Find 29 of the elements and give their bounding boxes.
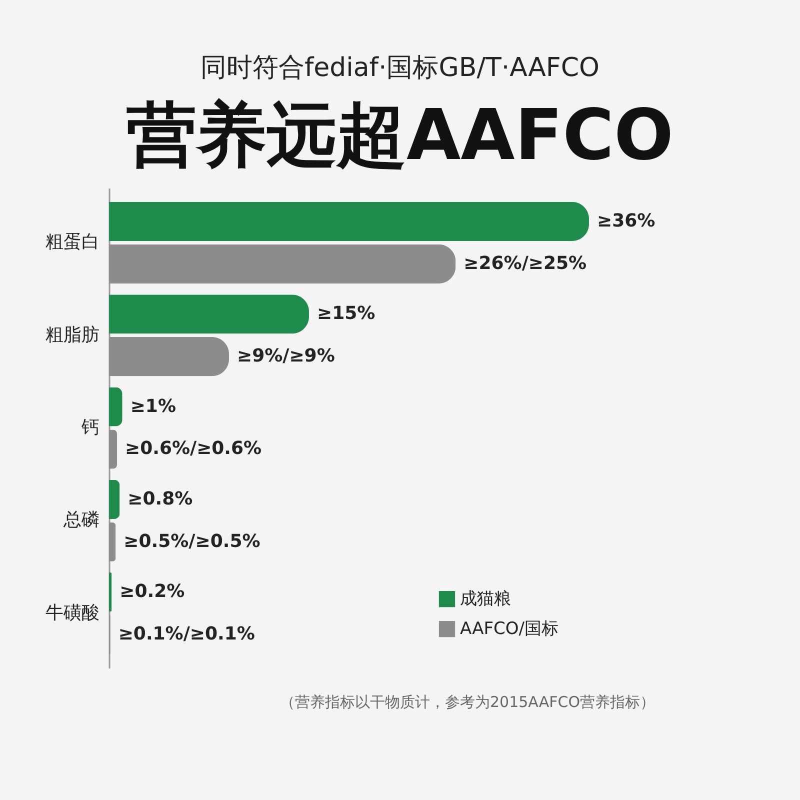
chart-title: 营养远超AAFCO [125, 93, 675, 178]
bar [109, 202, 589, 241]
bar [109, 430, 117, 469]
bar [109, 480, 120, 519]
bar [109, 244, 456, 284]
bar [109, 572, 112, 612]
bar [109, 294, 309, 334]
bar [109, 522, 116, 562]
y-tick-label: 牛磺酸 [46, 602, 100, 624]
chart-subtitle: 同时符合fediaf·国标GB/T·AAFCO [200, 52, 600, 85]
y-tick-label: 钙 [80, 417, 100, 438]
data-label: ≥0.5%/≥0.5% [124, 530, 260, 552]
text: （营养指标以干物质计，参考为2015AAFCO营养指标） [280, 693, 656, 712]
data-label: ≥0.8% [128, 488, 193, 510]
y-tick-label: 总磷 [62, 510, 100, 531]
data-label: ≥0.6%/≥0.6% [125, 438, 262, 460]
bar [109, 337, 229, 376]
bar [109, 387, 122, 426]
data-label: ≥36% [597, 210, 656, 232]
legend-label: 成猫粮 [460, 589, 511, 609]
legend-label: AAFCO/国标 [460, 619, 558, 639]
data-label: ≥15% [317, 303, 376, 324]
y-tick-label: 粗蛋白 [46, 232, 100, 253]
data-label: ≥26%/≥25% [464, 252, 587, 274]
data-label: ≥0.2% [120, 581, 185, 602]
data-label: ≥0.1%/≥0.1% [118, 624, 255, 645]
y-tick-label: 粗脂肪 [46, 324, 100, 346]
data-label: ≥9%/≥9% [237, 346, 335, 367]
data-label: ≥1% [130, 396, 176, 417]
